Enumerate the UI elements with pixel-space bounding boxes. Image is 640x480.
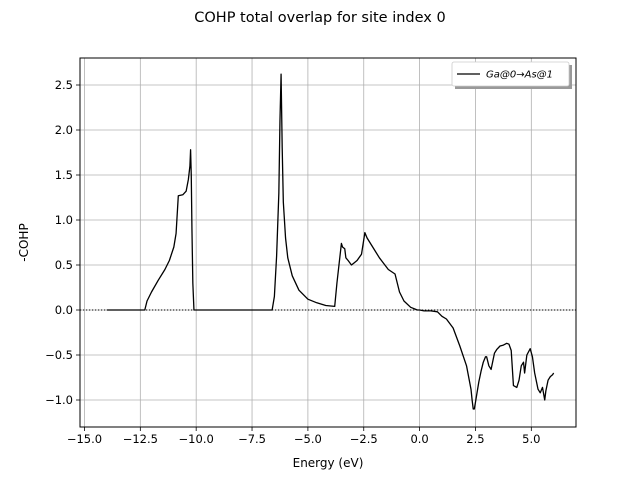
x-tick-label: −10.0 bbox=[179, 432, 214, 446]
y-tick-label: 1.0 bbox=[55, 213, 73, 227]
x-tick-label: 2.5 bbox=[466, 432, 484, 446]
series-layer bbox=[106, 73, 555, 410]
y-tick-label: 2.5 bbox=[55, 78, 73, 92]
y-tick-label: 0.5 bbox=[55, 258, 73, 272]
y-axis-label: -COHP bbox=[17, 223, 31, 261]
x-tick-label: −15.0 bbox=[67, 432, 102, 446]
y-tick-label: 2.0 bbox=[55, 123, 73, 137]
x-tick-label: −5.0 bbox=[294, 432, 322, 446]
x-tick-label: −7.5 bbox=[238, 432, 266, 446]
x-axis-label: Energy (eV) bbox=[293, 456, 364, 470]
y-tick-label: −0.5 bbox=[45, 348, 73, 362]
x-axis-ticks: −15.0 −12.5 −10.0 −7.5 −5.0 −2.5 0.0 2.5 5.0 bbox=[67, 427, 540, 446]
x-tick-label: −12.5 bbox=[123, 432, 158, 446]
x-tick-label: 0.0 bbox=[410, 432, 428, 446]
x-tick-label: −2.5 bbox=[350, 432, 378, 446]
y-axis-ticks: −1.0 −0.5 0.0 0.5 1.0 1.5 2.0 2.5 bbox=[45, 78, 80, 407]
figure-title: COHP total overlap for site index 0 bbox=[194, 10, 445, 26]
legend-entry-label: Ga@0→As@1 bbox=[486, 70, 553, 81]
x-tick-label: 5.0 bbox=[522, 432, 540, 446]
y-tick-label: −1.0 bbox=[45, 393, 73, 407]
legend: Ga@0→As@1 bbox=[451, 61, 572, 89]
series-line-ga0-as1 bbox=[106, 73, 555, 410]
y-tick-label: 0.0 bbox=[55, 303, 73, 317]
grid bbox=[80, 58, 576, 427]
y-tick-label: 1.5 bbox=[55, 168, 73, 182]
legend-box bbox=[451, 61, 570, 87]
axes-frame bbox=[79, 57, 577, 428]
